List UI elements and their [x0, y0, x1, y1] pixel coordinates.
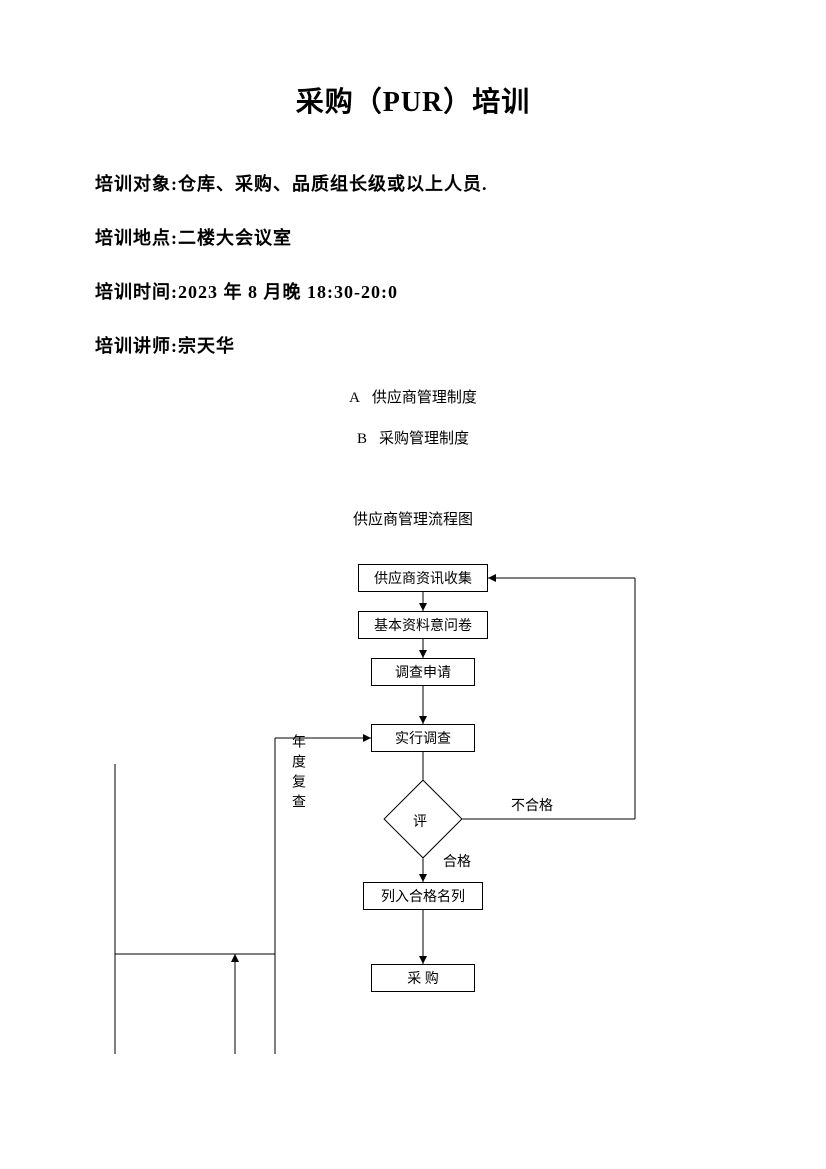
topic-text: 供应商管理制度 [372, 390, 477, 406]
flow-node-questionnaire: 基本资料意问卷 [358, 611, 488, 639]
info-lecturer: 培训讲师:宗天华 [95, 332, 731, 358]
topic-item: B 采购管理制度 [95, 427, 731, 448]
topic-list: A 供应商管理制度 B 采购管理制度 [95, 386, 731, 448]
flow-label-fail: 不合格 [511, 795, 553, 815]
title-prefix: 采购（ [296, 87, 383, 118]
page-title: 采购（PUR）培训 [95, 80, 731, 120]
info-lecturer-value: 宗天华 [178, 336, 235, 356]
info-lecturer-label: 培训讲师: [95, 336, 178, 356]
flow-node-purchase: 采 购 [371, 964, 475, 992]
info-location: 培训地点:二楼大会议室 [95, 224, 731, 250]
title-suffix: ）培训 [443, 87, 530, 118]
info-audience-value: 仓库、采购、品质组长级或以上人员. [178, 174, 488, 194]
flow-node-qualified: 列入合格名列 [363, 882, 483, 910]
flow-decision-label: 评 [413, 811, 427, 831]
info-time: 培训时间:2023 年 8 月晚 18:30-20:0 [95, 278, 731, 304]
topic-letter: A [349, 390, 360, 406]
flow-node-collect: 供应商资讯收集 [358, 564, 488, 592]
flowchart: 供应商资讯收集 基本资料意问卷 调查申请 实行调查 评 列入合格名列 采 购 年… [95, 564, 731, 1054]
info-audience-label: 培训对象: [95, 174, 178, 194]
flowchart-title: 供应商管理流程图 [95, 508, 731, 529]
flow-node-investigate: 实行调查 [371, 724, 475, 752]
info-location-value: 二楼大会议室 [178, 228, 292, 248]
info-time-value: 2023 年 8 月晚 18:30-20:0 [178, 282, 398, 302]
flow-label-recheck: 年度复查 [287, 734, 307, 814]
topic-text: 采购管理制度 [379, 431, 469, 447]
info-location-label: 培训地点: [95, 228, 178, 248]
info-time-label: 培训时间: [95, 282, 178, 302]
flow-node-apply: 调查申请 [371, 658, 475, 686]
flow-label-pass: 合格 [443, 851, 471, 871]
topic-item: A 供应商管理制度 [95, 386, 731, 407]
topic-letter: B [357, 431, 367, 447]
title-bold: PUR [383, 87, 444, 118]
info-audience: 培训对象:仓库、采购、品质组长级或以上人员. [95, 170, 731, 196]
